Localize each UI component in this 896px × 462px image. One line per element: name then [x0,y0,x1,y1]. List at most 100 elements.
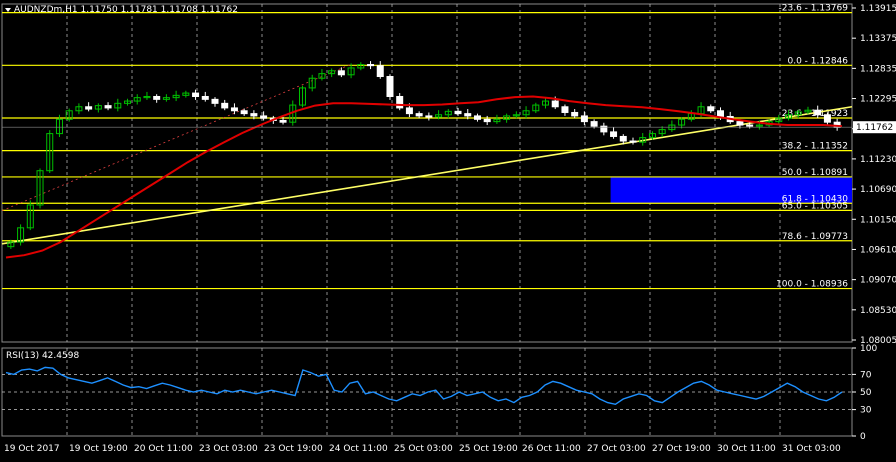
fib-level-label: 61.8 - 1.10430 [782,194,848,204]
candle-body [785,114,793,119]
candle-body [610,131,618,137]
candle-body [328,70,336,75]
rsi-line [5,366,843,406]
candle-body [347,67,355,76]
candle-body [580,115,588,123]
candle-body [814,109,822,116]
candle-body [124,100,132,104]
candle-body [571,111,579,117]
candle-body [590,121,598,127]
candle-body [804,109,812,113]
y-tick-label: 1.09070 [860,276,896,286]
candle-body [192,92,200,97]
candle-body [376,65,384,78]
candle-body [250,113,258,117]
candle-body [55,118,63,135]
y-tick-label: 1.12295 [860,95,896,105]
candle-body [512,114,520,117]
fib-level-label: 78.6 - 1.09773 [782,232,848,242]
candle-body [639,137,647,143]
moving-average-line [5,95,843,259]
candle-body [629,140,637,143]
candle-body [308,77,316,89]
y-tick-label: 1.08005 [860,336,896,346]
y-tick-label: 1.10690 [860,185,896,195]
current-price-box [853,121,896,134]
candle-body [26,204,34,229]
candle-body [716,110,724,117]
candle-body [658,129,666,135]
candle-body [775,117,783,123]
candle-body [736,121,744,126]
x-tick-label: 27 Oct 19:00 [652,444,711,454]
candle-body [114,102,122,109]
current-price-label: 1.11762 [856,123,893,133]
x-tick-label: 25 Oct 19:00 [459,444,518,454]
candle-body [65,110,73,120]
candle-body [561,106,569,113]
y-tick-label: 1.13375 [860,34,896,44]
fib-level-label: 50.0 - 1.10891 [782,168,848,178]
x-tick-label: 26 Oct 11:00 [522,444,581,454]
candle-body [493,118,501,123]
y-tick-label: 1.11230 [860,155,896,165]
candle-body [143,95,151,99]
candle-body [85,106,93,110]
rsi-y-tick-label: 100 [860,344,877,354]
fib-level-label: 65.0 - 1.10305 [782,201,848,211]
rsi-y-tick-label: 30 [860,406,872,416]
rsi-y-tick-label: 0 [860,432,866,442]
candle-body [551,100,559,108]
x-tick-label: 19 Oct 2017 [4,444,60,454]
candle-body [46,133,54,172]
candle-body [153,95,161,100]
candle-body [619,135,627,142]
candle-body [503,115,511,120]
y-tick-label: 1.10150 [860,215,896,225]
candle-body [201,95,209,100]
candle-body [230,107,238,112]
candle-body [415,113,423,117]
candle-body [444,110,452,116]
fib-level-label: 0.0 - 1.12846 [788,56,849,66]
candle-body [367,64,375,67]
trend-line [1,105,853,245]
x-tick-label: 31 Oct 03:00 [782,444,841,454]
candle-body [104,105,112,109]
candle-body [532,104,540,112]
candle-body [260,115,268,119]
rsi-title: RSI(13) 42.4598 [6,351,79,361]
candle-body [454,110,462,115]
candle-body [7,241,15,248]
y-tick-label: 1.08530 [860,306,896,316]
main-plot-frame [1,3,853,343]
y-tick-label: 1.12835 [860,64,896,74]
candle-body [473,115,481,120]
candle-body [522,110,530,116]
y-tick-label: 1.09610 [860,245,896,255]
x-tick-label: 23 Oct 03:00 [199,444,258,454]
dropdown-triangle-icon [5,8,11,12]
candle-body [298,87,306,106]
candle-body [425,115,433,118]
candle-body [75,106,83,112]
candle-body [36,170,44,206]
x-tick-label: 25 Oct 03:00 [394,444,453,454]
candle-body [279,119,287,123]
x-tick-label: 30 Oct 11:00 [717,444,776,454]
candle-body [678,118,686,126]
rsi-y-tick-label: 50 [860,388,872,398]
candle-body [94,105,102,110]
symbol-info: AUDNZDm,H1 1.11750 1.11781 1.11708 1.117… [14,5,238,15]
candle-body [405,107,413,115]
candle-body [240,110,248,115]
x-tick-label: 19 Oct 19:00 [69,444,128,454]
fib-level-label: 38.2 - 1.11352 [782,142,848,152]
candle-body [337,70,345,76]
candle-body [211,98,219,104]
x-tick-label: 27 Oct 03:00 [587,444,646,454]
x-tick-label: 23 Oct 19:00 [264,444,323,454]
fib-zone-rectangle [610,176,852,204]
